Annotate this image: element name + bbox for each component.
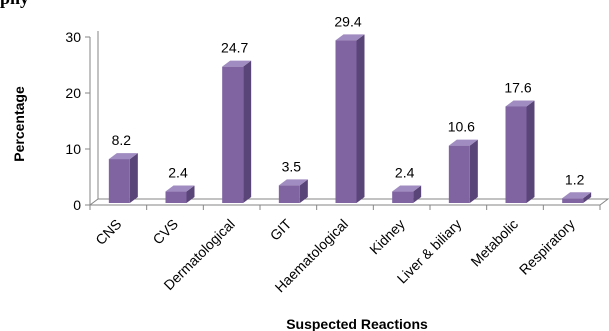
bar-top: [335, 34, 365, 41]
bar: [392, 185, 422, 203]
data-label: 2.4: [168, 165, 188, 181]
axes: [85, 31, 609, 210]
bar-front: [505, 106, 527, 203]
bar-front: [392, 191, 414, 203]
bar-front: [278, 185, 300, 203]
y-axis-title: Percentage: [11, 86, 27, 162]
data-label: 8.2: [112, 132, 132, 148]
x-tick-label: Metabolic: [467, 216, 521, 270]
y-tick-label: 10: [65, 141, 81, 157]
bar-side: [356, 34, 365, 203]
bar-front: [562, 198, 584, 203]
bar: [448, 139, 478, 203]
bar-top: [108, 153, 138, 160]
bar-front: [222, 66, 244, 204]
bar-side: [186, 185, 195, 203]
bar-top: [448, 139, 478, 146]
bar-side: [413, 185, 422, 203]
x-tick-label: CNS: [92, 216, 124, 248]
bar-side: [526, 100, 535, 203]
bar-side: [469, 139, 478, 203]
data-label: 3.5: [282, 158, 302, 174]
x-tick-label: Respiratory: [516, 216, 578, 278]
bar-side: [583, 192, 592, 203]
data-label: 24.7: [221, 40, 248, 56]
x-tick-label: Kidney: [366, 216, 408, 258]
bar-front: [108, 159, 130, 203]
bar: [222, 60, 252, 204]
y-tick-label: 20: [65, 85, 81, 101]
bar-top: [222, 60, 252, 67]
bar-front: [335, 40, 357, 203]
bar: [562, 192, 592, 203]
partial-heading: phy: [0, 0, 29, 9]
data-label: 2.4: [395, 165, 415, 181]
bar: [278, 179, 308, 203]
bar-front: [165, 191, 187, 203]
bar-side: [299, 179, 308, 203]
y-tick-label: 0: [73, 197, 81, 213]
data-label: 17.6: [504, 79, 531, 95]
bar: [505, 100, 535, 203]
x-tick-label: CVS: [149, 216, 181, 248]
bar-top: [505, 100, 535, 107]
x-tick-label: GIT: [267, 215, 295, 243]
bar-top: [278, 179, 308, 186]
bar-top: [165, 185, 195, 192]
bar-top: [392, 185, 422, 192]
data-label: 29.4: [334, 13, 361, 29]
bar-side: [129, 153, 138, 203]
y-tick-label: 30: [65, 29, 81, 45]
data-label: 10.6: [448, 119, 475, 135]
bar-top: [562, 192, 592, 199]
bar: [335, 34, 365, 203]
bars: [108, 34, 592, 204]
bar: [165, 185, 195, 203]
bar: [108, 153, 138, 203]
bar-front: [448, 145, 470, 203]
x-axis-title: Suspected Reactions: [286, 316, 428, 331]
data-label: 1.2: [565, 171, 585, 187]
bar-side: [243, 60, 252, 204]
